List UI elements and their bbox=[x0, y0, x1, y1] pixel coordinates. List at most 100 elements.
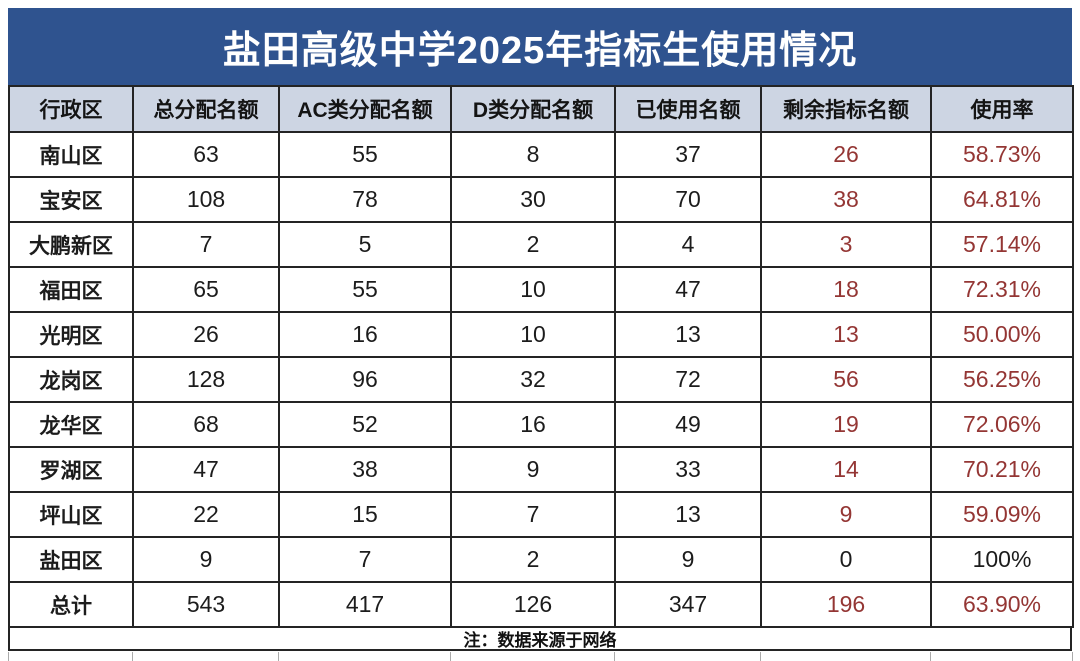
cell-remaining: 196 bbox=[760, 581, 932, 628]
cell-d: 10 bbox=[450, 266, 616, 313]
column-header-4: 已使用名额 bbox=[614, 85, 762, 133]
page-title: 盐田高级中学2025年指标生使用情况 bbox=[222, 30, 858, 72]
cell-total: 108 bbox=[132, 176, 280, 223]
cell-remaining: 26 bbox=[760, 131, 932, 178]
column-header-0: 行政区 bbox=[8, 85, 134, 133]
cell-total: 9 bbox=[132, 536, 280, 583]
cell-rate: 58.73% bbox=[930, 131, 1074, 178]
table-row: 光明区 26 16 10 13 13 50.00% bbox=[8, 311, 1074, 358]
cell-district: 光明区 bbox=[8, 311, 134, 358]
cell-remaining: 18 bbox=[760, 266, 932, 313]
column-header-5: 剩余指标名额 bbox=[760, 85, 932, 133]
cell-used: 347 bbox=[614, 581, 762, 628]
cell-district: 盐田区 bbox=[8, 536, 134, 583]
cell-rate: 72.31% bbox=[930, 266, 1074, 313]
cell-used: 33 bbox=[614, 446, 762, 493]
cell-used: 9 bbox=[614, 536, 762, 583]
column-header-1: 总分配名额 bbox=[132, 85, 280, 133]
partial-next-table bbox=[8, 652, 1073, 661]
table-row: 南山区 63 55 8 37 26 58.73% bbox=[8, 131, 1074, 178]
table-row: 龙岗区 128 96 32 72 56 56.25% bbox=[8, 356, 1074, 403]
cell-ac: 5 bbox=[278, 221, 452, 268]
note-row: 注：数据来源于网络 bbox=[8, 626, 1072, 651]
cell-d: 8 bbox=[450, 131, 616, 178]
cell-ac: 7 bbox=[278, 536, 452, 583]
cell-used: 70 bbox=[614, 176, 762, 223]
cell-ac: 55 bbox=[278, 266, 452, 313]
cell-used: 37 bbox=[614, 131, 762, 178]
partial-row bbox=[8, 652, 1073, 661]
cell-used: 13 bbox=[614, 491, 762, 538]
cell-total: 22 bbox=[132, 491, 280, 538]
cell-used: 4 bbox=[614, 221, 762, 268]
cell-district: 福田区 bbox=[8, 266, 134, 313]
cell-d: 10 bbox=[450, 311, 616, 358]
cell-ac: 417 bbox=[278, 581, 452, 628]
table-row: 坪山区 22 15 7 13 9 59.09% bbox=[8, 491, 1074, 538]
table-body: 南山区 63 55 8 37 26 58.73% 宝安区 108 78 30 70 38 64.81% 大鹏… bbox=[8, 131, 1074, 628]
cell-remaining: 13 bbox=[760, 311, 932, 358]
cell-remaining: 0 bbox=[760, 536, 932, 583]
cell-total: 63 bbox=[132, 131, 280, 178]
cell-remaining: 19 bbox=[760, 401, 932, 448]
cell-remaining: 38 bbox=[760, 176, 932, 223]
cell-ac: 78 bbox=[278, 176, 452, 223]
cell-d: 32 bbox=[450, 356, 616, 403]
cell-d: 126 bbox=[450, 581, 616, 628]
cell-remaining: 14 bbox=[760, 446, 932, 493]
cell-district: 坪山区 bbox=[8, 491, 134, 538]
cell-d: 2 bbox=[450, 221, 616, 268]
cell-ac: 96 bbox=[278, 356, 452, 403]
cell-total: 68 bbox=[132, 401, 280, 448]
cell-district: 龙岗区 bbox=[8, 356, 134, 403]
cell-total: 128 bbox=[132, 356, 280, 403]
cell-ac: 16 bbox=[278, 311, 452, 358]
cell-used: 47 bbox=[614, 266, 762, 313]
cell-d: 16 bbox=[450, 401, 616, 448]
cell-district: 罗湖区 bbox=[8, 446, 134, 493]
cell-d: 9 bbox=[450, 446, 616, 493]
cell-used: 72 bbox=[614, 356, 762, 403]
cell-district: 龙华区 bbox=[8, 401, 134, 448]
title-banner: 盐田高级中学2025年指标生使用情况 bbox=[8, 8, 1072, 85]
table-row: 福田区 65 55 10 47 18 72.31% bbox=[8, 266, 1074, 313]
cell-rate: 64.81% bbox=[930, 176, 1074, 223]
partial-cell bbox=[614, 652, 761, 661]
cell-ac: 55 bbox=[278, 131, 452, 178]
column-header-3: D类分配名额 bbox=[450, 85, 616, 133]
partial-cell bbox=[760, 652, 931, 661]
note-text: 注：数据来源于网络 bbox=[463, 631, 617, 650]
cell-d: 2 bbox=[450, 536, 616, 583]
cell-total: 543 bbox=[132, 581, 280, 628]
cell-rate: 57.14% bbox=[930, 221, 1074, 268]
partial-cell bbox=[8, 652, 133, 661]
quota-table: 行政区 总分配名额 AC类分配名额 D类分配名额 已使用名额 剩余指标名额 使用率 南山区 6… bbox=[8, 85, 1074, 628]
cell-ac: 52 bbox=[278, 401, 452, 448]
cell-district: 大鹏新区 bbox=[8, 221, 134, 268]
cell-rate: 100% bbox=[930, 536, 1074, 583]
column-header-6: 使用率 bbox=[930, 85, 1074, 133]
table-row: 龙华区 68 52 16 49 19 72.06% bbox=[8, 401, 1074, 448]
partial-cell bbox=[132, 652, 279, 661]
partial-cell bbox=[278, 652, 451, 661]
cell-district: 总计 bbox=[8, 581, 134, 628]
table-row: 罗湖区 47 38 9 33 14 70.21% bbox=[8, 446, 1074, 493]
cell-rate: 72.06% bbox=[930, 401, 1074, 448]
cell-rate: 59.09% bbox=[930, 491, 1074, 538]
cell-remaining: 56 bbox=[760, 356, 932, 403]
table-row: 盐田区 9 7 2 9 0 100% bbox=[8, 536, 1074, 583]
cell-total: 47 bbox=[132, 446, 280, 493]
table-row: 大鹏新区 7 5 2 4 3 57.14% bbox=[8, 221, 1074, 268]
cell-ac: 15 bbox=[278, 491, 452, 538]
cell-d: 30 bbox=[450, 176, 616, 223]
cell-rate: 70.21% bbox=[930, 446, 1074, 493]
cell-rate: 50.00% bbox=[930, 311, 1074, 358]
cell-rate: 63.90% bbox=[930, 581, 1074, 628]
column-header-2: AC类分配名额 bbox=[278, 85, 452, 133]
cell-district: 南山区 bbox=[8, 131, 134, 178]
cell-used: 49 bbox=[614, 401, 762, 448]
cell-total: 7 bbox=[132, 221, 280, 268]
partial-cell bbox=[930, 652, 1073, 661]
cell-district: 宝安区 bbox=[8, 176, 134, 223]
